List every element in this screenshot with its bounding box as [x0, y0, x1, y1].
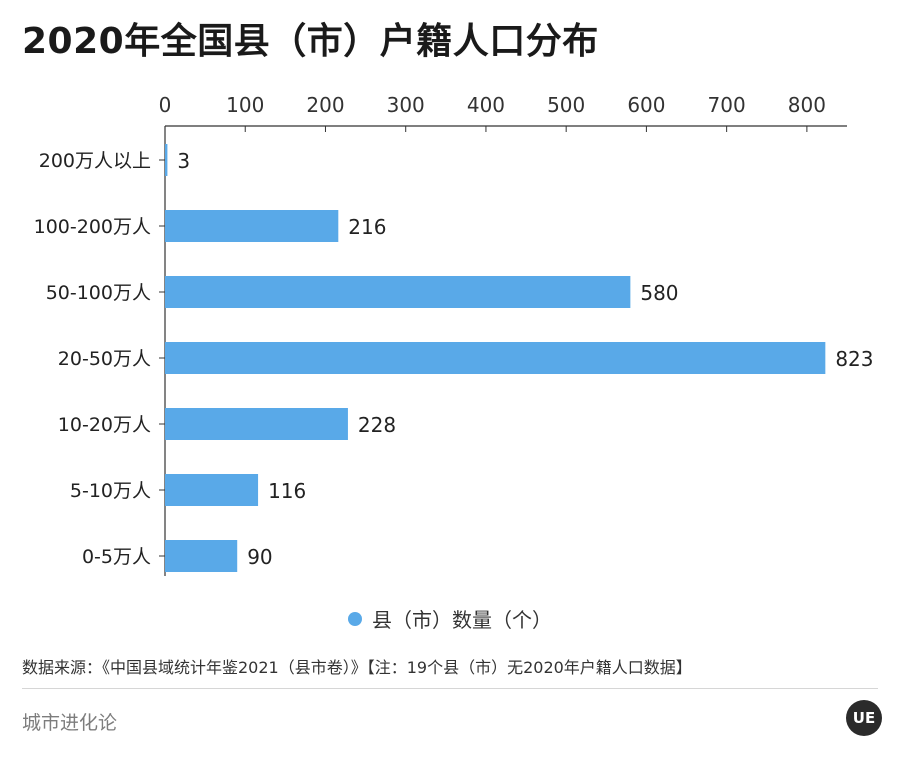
x-tick-label: 0 — [159, 93, 172, 117]
x-tick-label: 400 — [467, 93, 505, 117]
legend: 县（市）数量（个） — [348, 604, 552, 633]
bar — [165, 276, 631, 308]
category-label: 0-5万人 — [82, 546, 151, 568]
value-label: 228 — [358, 413, 396, 437]
brand-logo: UE — [846, 700, 882, 736]
legend-label: 县（市）数量（个） — [372, 608, 552, 632]
value-label: 90 — [247, 545, 272, 569]
bar — [165, 342, 826, 374]
category-label: 50-100万人 — [46, 282, 151, 304]
bar — [165, 408, 348, 440]
x-tick-label: 700 — [708, 93, 746, 117]
x-tick-label: 200 — [306, 93, 344, 117]
bar-chart: 0 100 200 300 400 500 600 700 800 200万人以上 3 100-200… — [34, 93, 874, 576]
value-label: 116 — [268, 479, 306, 503]
bar — [165, 474, 259, 506]
value-label: 3 — [177, 149, 190, 173]
bar — [165, 540, 238, 572]
category-label: 20-50万人 — [58, 348, 151, 370]
source-note: 数据来源：《中国县域统计年鉴2021（县市卷）》【注：19个县（市）无2020年… — [22, 658, 692, 677]
category-label: 10-20万人 — [58, 414, 151, 436]
x-tick-label: 600 — [627, 93, 665, 117]
legend-swatch — [348, 611, 362, 626]
x-tick-label: 500 — [547, 93, 585, 117]
value-label: 580 — [640, 281, 678, 305]
x-tick-label: 800 — [788, 93, 826, 117]
value-label: 823 — [835, 347, 873, 371]
bar — [165, 144, 168, 176]
x-tick-label: 300 — [387, 93, 425, 117]
x-tick-label: 100 — [226, 93, 264, 117]
footer-divider — [22, 688, 878, 689]
category-label: 100-200万人 — [34, 216, 151, 238]
value-label: 216 — [348, 215, 386, 239]
category-label: 200万人以上 — [39, 150, 151, 172]
category-label: 5-10万人 — [70, 480, 151, 502]
chart-title: 2020年全国县（市）户籍人口分布 — [22, 21, 599, 62]
bar — [165, 210, 339, 242]
brand-name: 城市进化论 — [22, 712, 118, 734]
